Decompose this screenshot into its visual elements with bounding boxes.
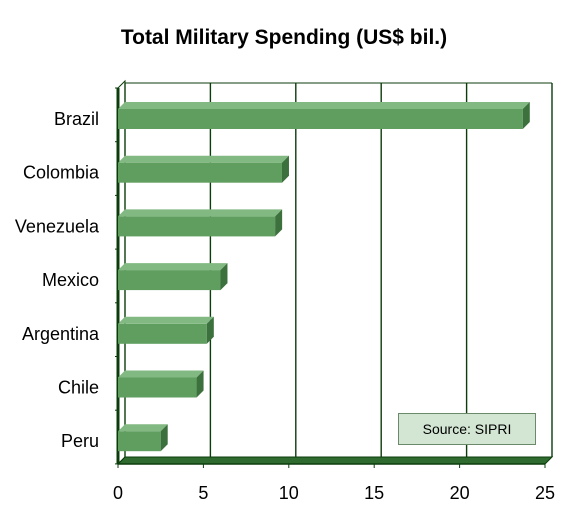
bar-top [118,370,204,378]
bar [118,270,221,291]
bar-top [118,263,228,271]
x-tick-label: 0 [113,483,123,503]
bar [118,216,276,237]
category-label: Chile [58,378,99,398]
bar-top [118,102,530,109]
category-label: Argentina [22,324,100,344]
x-tick-label: 25 [535,483,555,503]
x-tick-label: 10 [279,483,299,503]
bar [118,109,523,129]
category-label: Brazil [54,109,99,129]
chart-floor [116,456,554,465]
bar [118,377,197,398]
bar-side [275,209,283,237]
bar [118,162,282,183]
bar-top [118,424,168,432]
category-label: Venezuela [15,216,100,236]
bar-side [522,102,530,129]
bar-top [118,209,283,217]
bar-side [220,263,228,291]
chart-title: Total Military Spending (US$ bil.) [120,26,448,49]
x-tick-label: 15 [364,483,384,503]
x-tick-label: 5 [198,483,208,503]
bar-top [118,316,214,324]
bar-side [196,370,204,398]
category-label: Colombia [23,163,100,183]
bar-side [160,424,168,452]
bar [118,431,161,452]
bar [118,323,207,344]
source-note: Source: SIPRI [398,413,536,445]
category-label: Peru [61,431,99,451]
bar-side [206,316,214,344]
category-label: Mexico [42,270,99,290]
bar-top [118,155,289,163]
x-tick-label: 20 [450,483,470,503]
bar-side [281,155,289,183]
